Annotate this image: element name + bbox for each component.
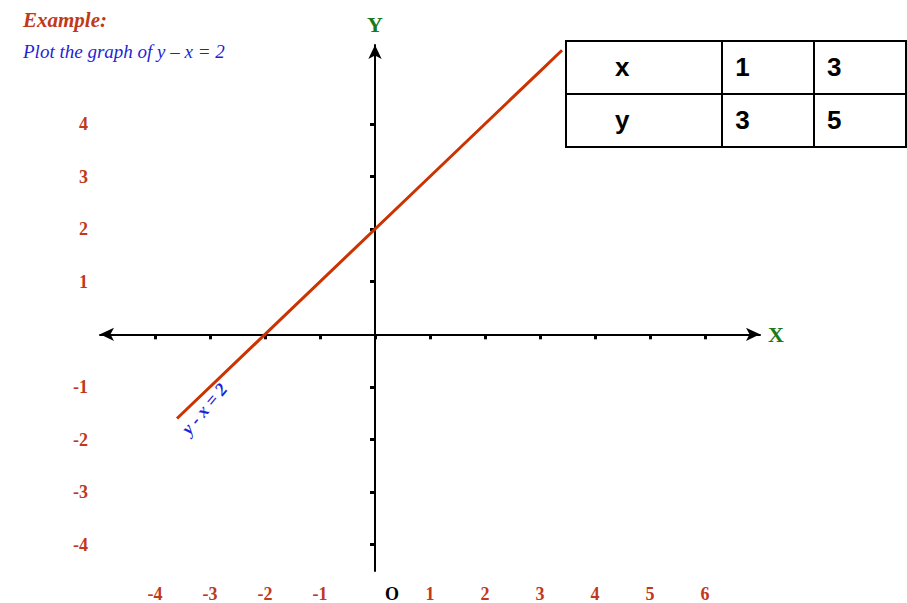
svg-text:O: O bbox=[385, 584, 399, 603]
svg-text:3: 3 bbox=[536, 584, 545, 603]
svg-text:Plot the graph of y – x = 2: Plot the graph of y – x = 2 bbox=[22, 41, 225, 62]
html-text:x: x bbox=[615, 52, 630, 82]
svg-text:-2: -2 bbox=[73, 430, 88, 450]
svg-text:-1: -1 bbox=[313, 584, 328, 603]
svg-text:y - x = 2: y - x = 2 bbox=[177, 379, 232, 439]
svg-text:-3: -3 bbox=[203, 584, 218, 603]
svg-text:4: 4 bbox=[591, 584, 600, 603]
svg-text:-3: -3 bbox=[73, 482, 88, 502]
svg-text:2: 2 bbox=[481, 584, 490, 603]
svg-text:-1: -1 bbox=[73, 377, 88, 397]
svg-text:2: 2 bbox=[79, 219, 88, 239]
svg-text:1: 1 bbox=[79, 272, 88, 292]
svg-text:-2: -2 bbox=[258, 584, 273, 603]
svg-text:-4: -4 bbox=[148, 584, 163, 603]
svg-text:Example:: Example: bbox=[22, 8, 107, 32]
svg-text:Y: Y bbox=[367, 12, 383, 37]
svg-text:3: 3 bbox=[79, 167, 88, 187]
svg-text:6: 6 bbox=[701, 584, 710, 603]
html-text:1: 1 bbox=[735, 52, 750, 82]
html-text:3: 3 bbox=[735, 105, 750, 135]
svg-text:5: 5 bbox=[646, 584, 655, 603]
html-text:5: 5 bbox=[827, 105, 842, 135]
svg-text:-4: -4 bbox=[73, 535, 88, 555]
html-text:y: y bbox=[615, 105, 630, 135]
svg-text:X: X bbox=[768, 322, 784, 347]
svg-text:1: 1 bbox=[426, 584, 435, 603]
svg-text:4: 4 bbox=[79, 114, 88, 134]
html-text:3: 3 bbox=[827, 52, 842, 82]
